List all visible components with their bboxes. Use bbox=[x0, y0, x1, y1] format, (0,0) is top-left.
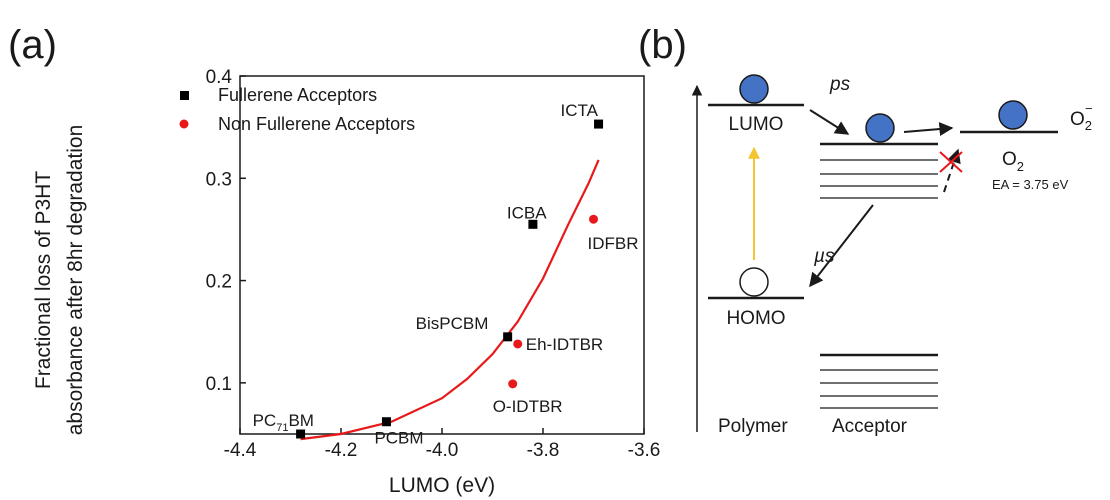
y-tick-label: 0.1 bbox=[206, 374, 232, 395]
o2-label: O2 bbox=[1002, 149, 1024, 174]
homo-label: HOMO bbox=[726, 308, 785, 329]
data-points bbox=[296, 119, 604, 439]
scatter-chart: -4.4 -4.2 -4.0 -3.8 -3.60.10.20.30.4 PC71BMP… bbox=[32, 67, 660, 497]
y-axis-title-line1: Fractional loss of P3HT bbox=[32, 171, 55, 389]
axis-ticks: -4.4 -4.2 -4.0 -3.8 -3.6 0.1 0.2 0.3 0.4 bbox=[206, 67, 661, 461]
legend-marker-nonfullerene bbox=[179, 119, 189, 129]
point-marker-nonfullerene bbox=[589, 214, 598, 224]
point-labels: PC71BM PCBM BisPCBM ICBA ICTA O-IDTBR Eh-IDTBR… bbox=[253, 101, 639, 448]
panel-b-label: (b) bbox=[638, 23, 687, 67]
x-tick-label: -4.4 bbox=[224, 440, 257, 461]
point-marker-fullerene bbox=[528, 219, 538, 229]
point-label: PCBM bbox=[374, 429, 423, 448]
polymer-label: Polymer bbox=[718, 416, 788, 437]
point-marker-nonfullerene bbox=[513, 339, 523, 349]
fit-curve-group bbox=[300, 159, 600, 441]
point-label: ICTA bbox=[561, 101, 599, 120]
cross-icon bbox=[939, 151, 963, 173]
electron-transfer-arrow bbox=[809, 109, 850, 135]
electron-acceptor bbox=[865, 113, 895, 143]
point-label: O-IDTBR bbox=[493, 397, 563, 416]
y-axis-title: Fractional loss of P3HT absorbance after… bbox=[32, 125, 87, 436]
y-tick-label: 0.2 bbox=[206, 272, 232, 293]
point-marker-fullerene bbox=[381, 417, 391, 427]
y-tick-label: 0.4 bbox=[206, 67, 233, 88]
legend: Fullerene Acceptors Non Fullerene Accept… bbox=[179, 85, 415, 134]
x-tick-label: -3.6 bbox=[628, 440, 661, 461]
x-axis-title: LUMO (eV) bbox=[389, 474, 495, 497]
oxygen-transfer-arrow bbox=[903, 122, 954, 137]
mus-label: µs bbox=[813, 246, 835, 267]
panel-a-label: (a) bbox=[8, 23, 57, 67]
acceptor-label: Acceptor bbox=[832, 416, 908, 437]
legend-label-fullerene: Fullerene Acceptors bbox=[218, 85, 377, 105]
point-marker-fullerene bbox=[296, 429, 306, 439]
recombination-arrow bbox=[809, 204, 874, 288]
point-label: Eh-IDTBR bbox=[526, 335, 603, 354]
legend-marker-fullerene bbox=[180, 91, 189, 100]
fit-curve bbox=[300, 159, 600, 441]
x-tick-label: -3.8 bbox=[527, 440, 560, 461]
y-tick-label: 0.3 bbox=[206, 169, 232, 190]
superoxide-label: O2− bbox=[1070, 101, 1093, 133]
x-tick-label: -4.0 bbox=[426, 440, 459, 461]
legend-label-nonfullerene: Non Fullerene Acceptors bbox=[218, 114, 415, 134]
ps-label: ps bbox=[829, 74, 851, 95]
point-marker-nonfullerene bbox=[508, 379, 518, 389]
point-marker-fullerene bbox=[503, 332, 513, 342]
electron-oxygen bbox=[998, 100, 1028, 130]
y-axis-title-line2: absorbance after 8hr degradation bbox=[64, 125, 87, 436]
energy-level-diagram: LUMO HOMO ps µs bbox=[691, 74, 1093, 437]
point-label: ICBA bbox=[507, 203, 547, 222]
point-label: BisPCBM bbox=[416, 314, 489, 333]
electron-lumo bbox=[739, 74, 769, 104]
lumo-label: LUMO bbox=[729, 114, 784, 135]
point-label: PC71BM bbox=[253, 411, 314, 434]
hole-homo bbox=[739, 267, 769, 297]
x-tick-label: -4.2 bbox=[325, 440, 358, 461]
point-label: IDFBR bbox=[588, 234, 639, 253]
point-marker-fullerene bbox=[594, 119, 604, 129]
electron-affinity-label: EA = 3.75 eV bbox=[992, 177, 1069, 192]
